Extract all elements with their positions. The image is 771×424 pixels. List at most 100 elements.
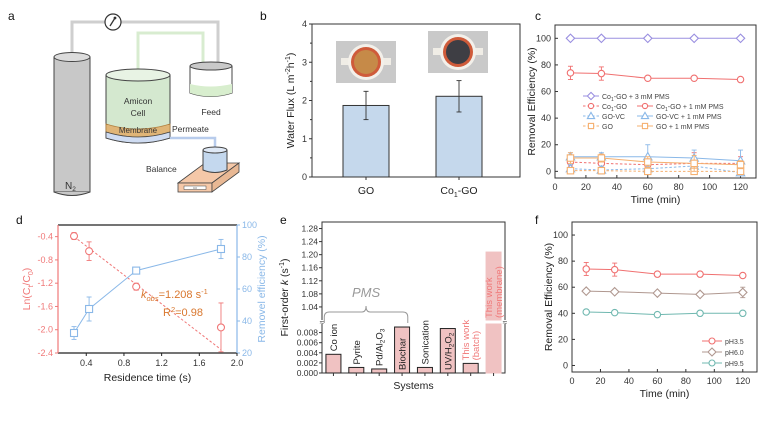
y-tick-label: 1.16 — [301, 263, 318, 273]
pms-bracket — [323, 305, 409, 323]
right-y-tick-label: 60 — [242, 284, 252, 294]
cell-label-1: Amicon — [124, 96, 153, 106]
data-point — [132, 282, 141, 291]
data-point — [644, 74, 652, 82]
y-tick-label: 40 — [541, 113, 551, 123]
y-tick-label: 3 — [302, 57, 307, 67]
data-point — [597, 166, 606, 175]
text-span: ) — [279, 259, 291, 263]
legend-label: pH6.0 — [725, 350, 744, 357]
y-axis-label: Water Flux (L m-2h-1) — [285, 53, 297, 149]
data-point — [69, 232, 79, 241]
series-ph9-5 — [582, 308, 747, 319]
feed-beaker-icon — [189, 61, 233, 97]
data-point — [216, 323, 226, 332]
data-point — [696, 309, 704, 318]
balance-display: 0.0 — [193, 187, 197, 190]
data-point — [737, 287, 748, 298]
feed-pipe — [136, 31, 205, 86]
series-co1-go-3-mm-pms — [565, 33, 746, 44]
text-span: 2 — [171, 305, 175, 314]
y-axis-label: First-order k (s-1) — [279, 259, 291, 337]
text-span: -2 — [285, 68, 292, 74]
legend-label: pH9.5 — [725, 361, 744, 368]
legend-item: Co1-GO + 3 mM PMS — [583, 91, 670, 103]
data-point — [566, 154, 575, 162]
series-line — [586, 311, 743, 316]
legend-marker — [641, 122, 649, 130]
x-tick-label: 60 — [652, 376, 662, 386]
annotation-r2: R2=0.98 — [163, 305, 203, 319]
left-y-tick-label: -1.6 — [37, 301, 53, 311]
series-go-1-mm-pms — [566, 152, 745, 172]
data-point — [690, 159, 698, 168]
legend-item: pH6.0 — [702, 347, 744, 357]
amicon-cell-icon — [105, 68, 171, 144]
y-tick-label: 1.04 — [301, 302, 318, 312]
legend-marker — [587, 122, 595, 130]
text-span: 1 — [611, 97, 614, 103]
x-tick-label: GO — [358, 185, 374, 197]
right-y-tick-label: 80 — [242, 252, 252, 262]
legend-marker — [587, 102, 595, 110]
text-span: ) — [21, 268, 33, 272]
data-point — [653, 270, 662, 278]
y-tick-label: 1.20 — [301, 250, 318, 260]
x-axis-label: Time (min) — [631, 194, 681, 206]
axis-break-icon: ≈ — [503, 318, 508, 327]
text-span: -GO — [614, 104, 628, 111]
bar — [416, 366, 433, 374]
category-label: (batch) — [471, 331, 482, 361]
series-line — [570, 156, 741, 162]
text-span: (s — [279, 268, 291, 280]
removal-efficiency-line — [73, 248, 222, 334]
data-point — [597, 69, 606, 78]
panel-label-b: b — [260, 9, 267, 23]
text-span: -GO + 1 mM PMS — [668, 104, 724, 111]
legend-marker — [640, 111, 650, 120]
y-tick-label: 0.000 — [297, 368, 319, 378]
y-tick-label: 100 — [536, 33, 551, 43]
data-point — [597, 154, 606, 162]
text-span: Co — [602, 94, 611, 101]
x-axis-label: Systems — [393, 380, 433, 392]
panel-a-diagram: N2 Amicon Cell Membrane Feed Permeate 0.… — [53, 13, 241, 196]
text-span: Pd/Al — [375, 343, 386, 366]
inset-photo-go — [336, 41, 396, 83]
text-span: R — [163, 307, 171, 319]
x-tick-label: 0.4 — [80, 358, 93, 368]
panel-label-d: d — [16, 213, 23, 227]
data-point — [565, 33, 576, 44]
x-tick-label: 80 — [681, 376, 691, 386]
legend-label: Co1-GO + 1 mM PMS — [656, 104, 724, 113]
x-tick-label: 80 — [674, 182, 684, 192]
x-tick-label: 100 — [707, 376, 722, 386]
text-span: =0.98 — [175, 307, 203, 319]
y-tick-label: 60 — [541, 87, 551, 97]
text-span: O — [375, 332, 386, 339]
text-span: 2 — [448, 332, 455, 336]
plot-frame — [321, 221, 506, 374]
text-span: Ln(C — [21, 287, 33, 310]
text-span: /C — [21, 275, 33, 286]
legend: pH3.5 pH6.0 pH9.5 — [702, 337, 744, 368]
text-span: GO — [358, 185, 374, 197]
y-axis-label: Removal Efficiency (%) — [543, 243, 555, 351]
x-tick-label: 1.2 — [155, 358, 168, 368]
y-tick-label: 2 — [302, 96, 307, 106]
permeate-pipe — [170, 136, 217, 150]
text-span: GO-VC + 1 mM PMS — [656, 114, 722, 121]
axis-break-gap — [502, 320, 508, 324]
pressure-gauge-icon — [104, 13, 122, 31]
data-point — [216, 244, 226, 254]
left-y-tick-label: -2.4 — [37, 348, 53, 358]
data-point — [653, 310, 662, 319]
left-y-tick-label: -2.0 — [37, 325, 53, 335]
legend-item: GO-VC + 1 mM PMS — [637, 111, 722, 121]
legend-marker — [586, 91, 596, 101]
text-span: 1 — [611, 107, 614, 113]
text-span: -1 — [279, 262, 286, 268]
text-span: obs — [147, 294, 159, 303]
